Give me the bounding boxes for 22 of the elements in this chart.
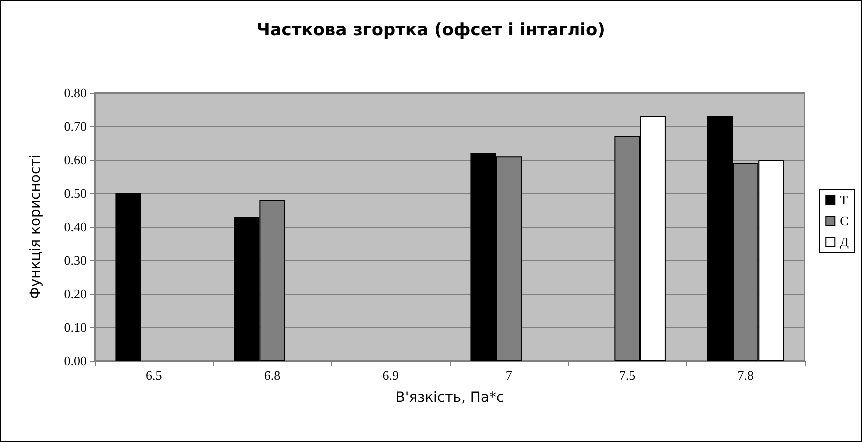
bar [116, 194, 142, 361]
legend-label: Д [840, 234, 850, 250]
legend-label: С [840, 214, 849, 228]
y-tick-label: 0.00 [64, 354, 87, 368]
x-tick-label: 6.5 [146, 368, 162, 383]
legend-label: Т [840, 192, 848, 208]
y-tick-label: 0.50 [64, 186, 87, 201]
y-tick-label: 0.40 [64, 220, 87, 234]
y-tick-label: 0.10 [64, 320, 87, 335]
x-tick-label: 6.8 [264, 368, 281, 383]
y-tick-label: 0.80 [64, 86, 87, 100]
chart-title: Часткова згортка (офсет і інтагліо) [256, 20, 606, 40]
x-tick-label: 7.5 [619, 368, 636, 383]
y-tick-label: 0.70 [64, 119, 87, 134]
y-axis-title: Функція корисності [28, 154, 44, 300]
y-tick-label: 0.30 [64, 253, 87, 268]
y-tick-label: 0.20 [64, 286, 87, 302]
y-tick-label: 0.60 [64, 152, 87, 168]
x-tick-label: 7.8 [738, 368, 754, 383]
x-axis-title: В'язкість, Па*с [396, 390, 504, 406]
x-tick-label: 7 [506, 368, 513, 383]
x-tick-label: 6.9 [382, 368, 399, 383]
